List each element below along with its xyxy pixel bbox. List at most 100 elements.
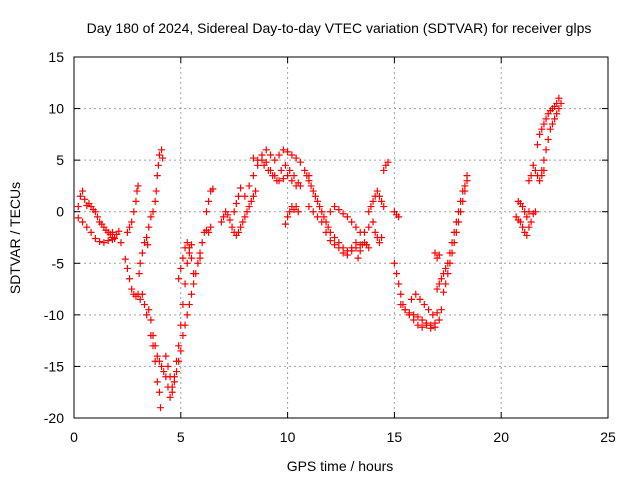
x-tick-label: 15 — [387, 429, 403, 445]
data-point — [209, 185, 217, 193]
sdtvar-arc-29 — [440, 172, 471, 296]
data-point — [123, 228, 131, 236]
data-point — [152, 187, 160, 195]
data-point — [435, 316, 443, 324]
data-point — [175, 342, 183, 350]
data-point — [352, 244, 360, 252]
data-point — [168, 383, 176, 391]
data-point — [87, 228, 95, 236]
data-point — [369, 218, 377, 226]
data-point — [79, 218, 87, 226]
data-point — [546, 125, 554, 133]
data-point — [128, 285, 136, 293]
data-point — [446, 259, 454, 267]
data-point — [414, 321, 422, 329]
sdtvar-arc-19 — [326, 203, 373, 236]
data-point — [243, 208, 251, 216]
data-point — [177, 347, 185, 355]
data-point — [457, 208, 465, 216]
data-point — [134, 182, 142, 190]
data-point — [418, 316, 426, 324]
data-point — [249, 154, 257, 162]
data-point — [279, 146, 287, 154]
data-point — [145, 223, 153, 231]
data-point — [173, 368, 181, 376]
data-point — [316, 203, 324, 211]
data-point — [523, 213, 531, 221]
sdtvar-arc-30 — [512, 213, 535, 239]
data-point — [155, 388, 163, 396]
data-point — [160, 368, 168, 376]
sdtvar-arc-12 — [217, 187, 260, 239]
data-point — [356, 247, 364, 255]
data-point — [525, 223, 533, 231]
data-point — [126, 223, 134, 231]
data-point — [444, 270, 452, 278]
data-point — [136, 295, 144, 303]
sdtvar-arc-18 — [305, 203, 360, 259]
data-point — [147, 213, 155, 221]
data-point — [414, 313, 422, 321]
data-point — [371, 228, 379, 236]
data-point — [553, 110, 561, 118]
data-point — [205, 228, 213, 236]
sdtvar-arc-9 — [175, 239, 198, 283]
data-point — [365, 244, 373, 252]
data-point — [254, 156, 262, 164]
sdtvar-arc-2 — [74, 214, 116, 247]
data-point — [194, 259, 202, 267]
data-point — [296, 158, 304, 166]
data-point — [326, 208, 334, 216]
sdtvar-arc-33 — [534, 94, 563, 149]
data-point — [303, 172, 311, 180]
data-point — [536, 177, 544, 185]
data-point — [405, 311, 413, 319]
data-point — [339, 210, 347, 218]
data-point — [284, 148, 292, 156]
data-point — [380, 166, 388, 174]
data-point — [542, 146, 550, 154]
data-point — [373, 187, 381, 195]
data-point — [74, 203, 82, 211]
data-point — [551, 115, 559, 123]
data-point — [149, 331, 157, 339]
data-point — [335, 206, 343, 214]
data-point — [183, 259, 191, 267]
data-point — [348, 247, 356, 255]
data-point — [76, 192, 84, 200]
data-point — [348, 218, 356, 226]
data-point — [157, 404, 165, 412]
sdtvar-arc-7 — [145, 249, 204, 401]
data-point — [375, 192, 383, 200]
data-point — [534, 141, 542, 149]
data-point — [81, 195, 89, 203]
data-point — [245, 203, 253, 211]
data-point — [288, 151, 296, 159]
data-point — [531, 166, 539, 174]
data-point — [262, 146, 270, 154]
sdtvar-arc-8 — [162, 241, 195, 391]
sdtvar-arc-31 — [514, 197, 539, 221]
data-point — [395, 280, 403, 288]
data-point — [133, 187, 141, 195]
data-point — [538, 125, 546, 133]
y-tick-label: 5 — [56, 152, 64, 168]
sdtvar-arc-6 — [145, 146, 167, 231]
data-point — [175, 275, 183, 283]
data-point — [527, 172, 535, 180]
data-point — [153, 378, 161, 386]
data-point — [104, 237, 112, 245]
data-point — [437, 306, 445, 314]
data-point — [531, 208, 539, 216]
sdtvar-arc-32 — [525, 161, 548, 185]
data-point — [352, 223, 360, 231]
data-point — [284, 213, 292, 221]
data-point — [179, 301, 187, 309]
data-point — [369, 197, 377, 205]
data-point — [130, 208, 138, 216]
y-tick-label: -5 — [52, 255, 65, 271]
data-point — [314, 213, 322, 221]
data-point — [307, 182, 315, 190]
sdtvar-arc-10 — [196, 223, 215, 262]
data-point — [260, 161, 268, 169]
